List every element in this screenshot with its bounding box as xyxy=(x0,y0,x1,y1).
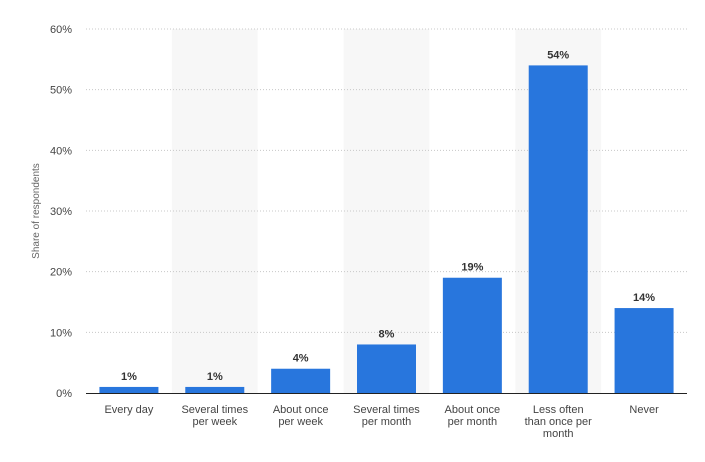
x-category-label-line: than once per xyxy=(525,416,593,428)
y-tick-label: 10% xyxy=(50,327,72,339)
data-labels: 1% 1% 4% 8% 19% 54% 14% xyxy=(121,49,655,383)
bar[interactable] xyxy=(614,308,674,393)
x-category-label-line: Several times xyxy=(181,404,248,416)
y-tick-label: 60% xyxy=(50,24,72,36)
bar[interactable] xyxy=(528,65,588,394)
x-category-label-line: Several times xyxy=(353,404,420,416)
x-category-label: Several times per month xyxy=(353,404,420,428)
bars xyxy=(99,65,674,394)
gridlines xyxy=(86,28,687,333)
x-category-label: About once per week xyxy=(273,404,329,428)
bar[interactable] xyxy=(442,277,502,393)
y-tick-label: 30% xyxy=(50,206,72,218)
bar[interactable] xyxy=(357,344,416,393)
x-category-label-line: Never xyxy=(629,404,659,416)
x-category-label-line: Less often xyxy=(533,404,584,416)
column-shade xyxy=(171,29,258,393)
x-category-label-line: per week xyxy=(278,416,323,428)
data-label: 4% xyxy=(293,353,309,365)
x-category-label: Never xyxy=(629,404,659,416)
y-tick-label: 0% xyxy=(56,388,72,400)
bar[interactable] xyxy=(185,386,245,393)
y-tick-label: 50% xyxy=(50,85,72,97)
x-category-label: Every day xyxy=(104,404,153,416)
data-label: 19% xyxy=(461,262,483,274)
data-label: 14% xyxy=(633,292,655,304)
y-axis-title: Share of respondents xyxy=(31,163,42,259)
data-label: 1% xyxy=(207,371,223,383)
x-category-label-line: About once xyxy=(445,404,501,416)
y-axis-ticks: 0% 10% 20% 30% 40% 50% 60% xyxy=(50,24,72,400)
data-label: 8% xyxy=(379,328,395,340)
y-tick-label: 20% xyxy=(50,267,72,279)
data-label: 1% xyxy=(121,371,137,383)
x-category-label: About once per month xyxy=(445,404,501,428)
x-category-label-line: month xyxy=(543,428,574,440)
y-tick-label: 40% xyxy=(50,145,72,157)
x-category-label-line: per month xyxy=(362,416,412,428)
bar[interactable] xyxy=(271,368,331,393)
x-category-label-line: per week xyxy=(192,416,237,428)
x-category-label: Several times per week xyxy=(181,404,248,428)
bar[interactable] xyxy=(99,386,159,393)
x-category-label-line: About once xyxy=(273,404,329,416)
x-category-label-line: per month xyxy=(448,416,498,428)
x-category-label-line: Every day xyxy=(104,404,153,416)
data-label: 54% xyxy=(547,49,569,61)
x-category-label: Less often than once per month xyxy=(525,404,593,440)
